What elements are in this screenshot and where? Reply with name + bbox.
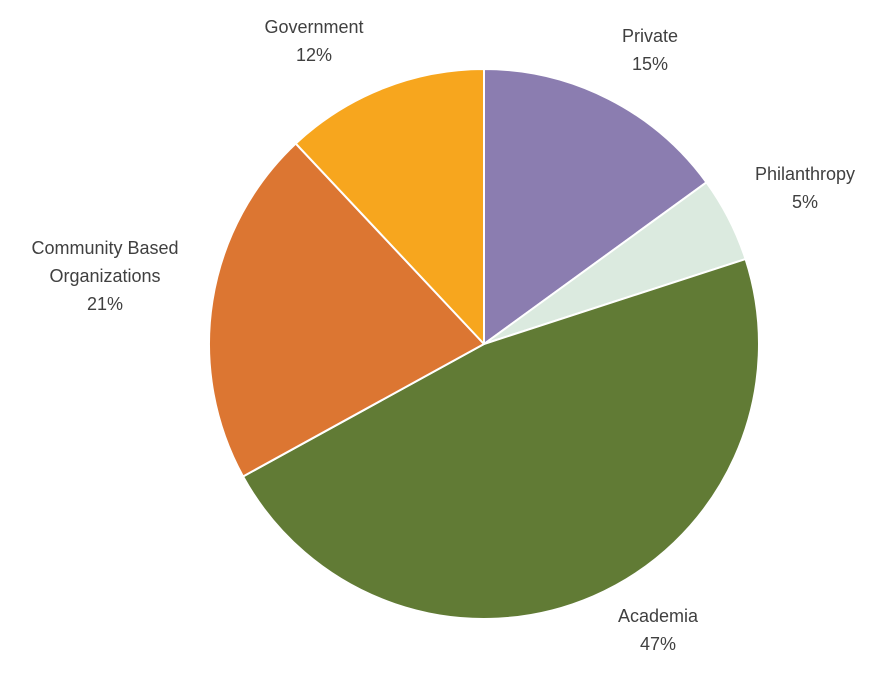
pie-slice-private [483,68,708,345]
pie-labels: Private 15% Philanthropy 5% Academia 47% Commu… [31,17,855,654]
pie-value-label: 47% [640,634,676,654]
pie-label-private: Private 15% [622,26,678,74]
pie-value-label: 15% [632,54,668,74]
pie-category-label: Philanthropy [755,164,855,184]
pie-category-label: Private [622,26,678,46]
pie-value-label: 5% [792,192,818,212]
pie-category-label: Community Based [31,238,178,258]
pie-label-academia: Academia 47% [618,606,699,654]
pie-slice-academia [242,258,760,620]
pie-slices [208,68,760,620]
pie-value-label: 12% [296,45,332,65]
pie-label-community-based-organizations: Community Based Organizations 21% [31,238,178,314]
pie-label-philanthropy: Philanthropy 5% [755,164,855,212]
pie-category-label: Organizations [49,266,160,286]
pie-category-label: Academia [618,606,699,626]
pie-slice-government [294,68,485,345]
pie-value-label: 21% [87,294,123,314]
pie-slice-community-based-organizations [208,142,485,478]
pie-category-label: Government [264,17,363,37]
pie-label-government: Government 12% [264,17,363,65]
